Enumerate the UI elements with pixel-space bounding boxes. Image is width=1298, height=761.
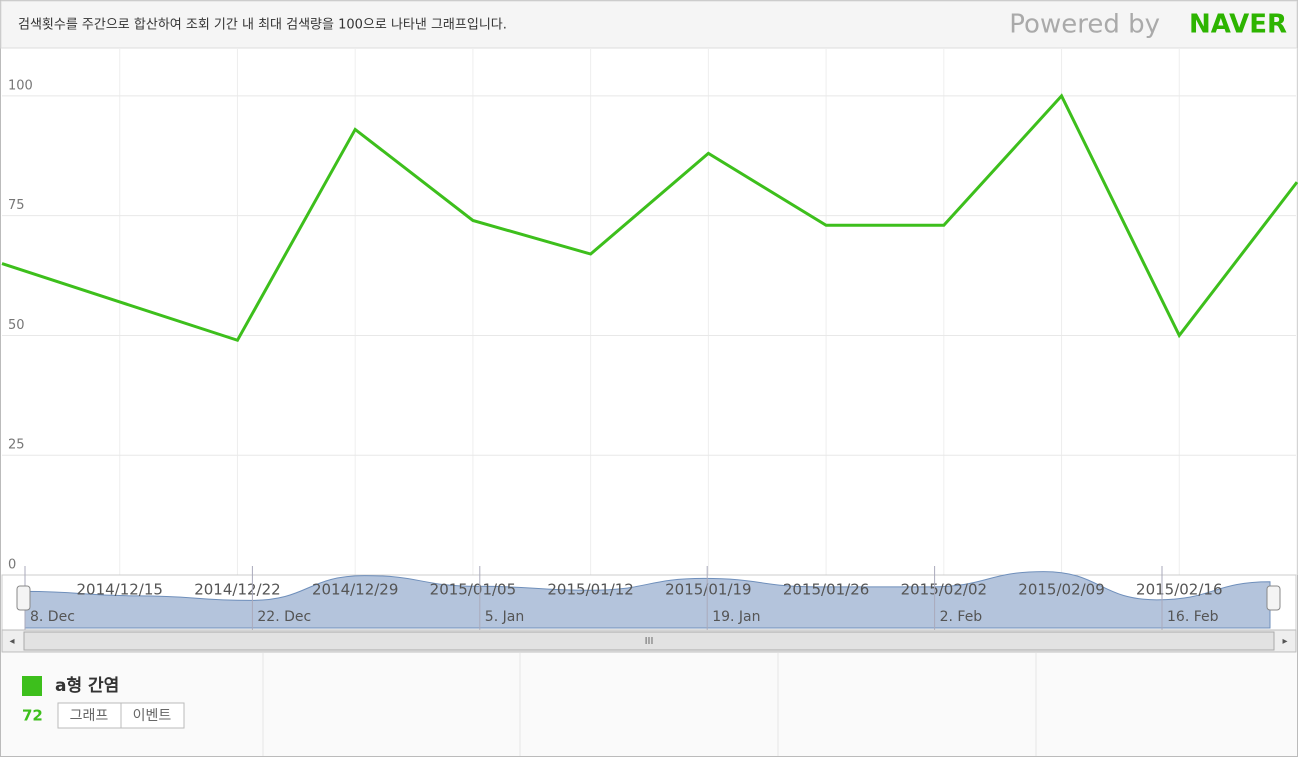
event-button-label[interactable]: 이벤트 [133, 708, 172, 724]
header-note: 검색횟수를 주간으로 합산하여 조회 기간 내 최대 검색량을 100으로 나타… [18, 18, 507, 33]
y-tick-label: 0 [8, 558, 16, 573]
legend-label: a형 간염 [55, 675, 119, 696]
x-tick-label: 2015/02/09 [1018, 581, 1104, 599]
header-bar [0, 0, 1298, 49]
x-tick-label: 2015/01/19 [665, 581, 751, 599]
nav-handle-left[interactable] [16, 585, 31, 611]
nav-label: 5. Jan [485, 609, 524, 625]
y-tick-label: 50 [8, 318, 25, 333]
nav-label: 16. Feb [1167, 609, 1219, 625]
y-tick-label: 100 [8, 78, 33, 93]
nav-label: 2. Feb [940, 609, 983, 625]
y-tick-label: 75 [8, 198, 25, 213]
x-tick-label: 2015/02/16 [1136, 581, 1222, 599]
legend-value: 72 [22, 707, 43, 725]
legend-panel [1, 653, 1297, 756]
powered-by: Powered by [1009, 10, 1160, 40]
x-tick-label: 2015/01/26 [783, 581, 869, 599]
legend-swatch [22, 676, 42, 696]
scroll-right[interactable]: ▸ [1282, 636, 1287, 647]
x-tick-label: 2014/12/29 [312, 581, 398, 599]
x-tick-label: 2015/02/02 [901, 581, 987, 599]
series-line [1, 93, 1298, 343]
y-tick-label: 25 [8, 438, 25, 453]
scrollbar-thumb[interactable] [23, 631, 1275, 651]
graph-button-label[interactable]: 그래프 [70, 708, 109, 724]
brand: NAVER [1189, 10, 1287, 40]
scroll-left[interactable]: ◂ [9, 636, 14, 647]
nav-handle-right[interactable] [1266, 585, 1281, 611]
x-tick-label: 2015/01/05 [430, 581, 516, 599]
nav-label: 8. Dec [30, 609, 75, 625]
x-tick-label: 2014/12/22 [194, 581, 280, 599]
navigator-area [24, 571, 1271, 629]
event-button[interactable] [120, 702, 185, 729]
x-tick-label: 2014/12/15 [76, 581, 162, 599]
nav-label: 19. Jan [712, 609, 760, 625]
nav-label: 22. Dec [257, 609, 311, 625]
scroll-grip: III [645, 636, 654, 647]
x-tick-label: 2015/01/12 [547, 581, 633, 599]
